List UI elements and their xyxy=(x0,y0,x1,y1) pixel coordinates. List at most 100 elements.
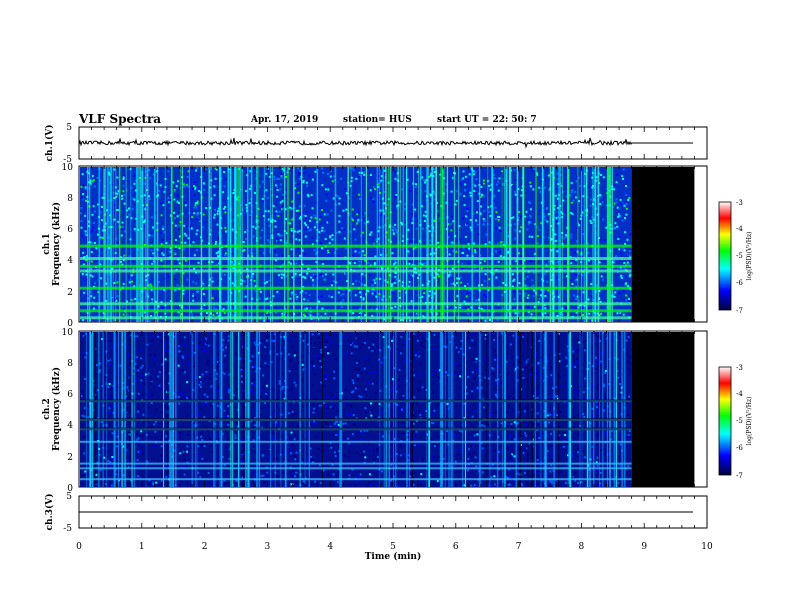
ch2-spectrogram-speckle xyxy=(110,405,113,408)
ch1-spectrogram-speckle xyxy=(327,253,330,256)
ch1-spectrogram-speckle xyxy=(377,285,380,287)
ch2-spectrogram-speckle xyxy=(433,409,436,412)
ch1-spectrogram-speckle xyxy=(418,219,421,222)
ch1-spectrogram-speckle xyxy=(246,268,249,271)
ch2-spectrogram-speckle xyxy=(355,332,358,335)
ch1-spectrogram-speckle xyxy=(623,249,626,252)
ch1-spectrogram-speckle xyxy=(622,290,625,293)
ch1-spectrogram-speckle xyxy=(101,196,104,199)
ch1-spectrogram-speckle xyxy=(540,294,542,297)
ch1-spectrogram-speckle xyxy=(392,226,394,229)
ch2-spectrogram-speckle xyxy=(534,353,537,356)
ch2-spectrogram-speckle xyxy=(627,336,630,339)
ch1-spectrogram-speckle xyxy=(369,174,372,176)
ch1-spectrogram-speckle xyxy=(599,239,602,241)
ch1-spectrogram-speckle xyxy=(354,250,357,253)
ch1-spectrogram-speckle xyxy=(529,185,532,188)
ch2-spectrogram-speckle xyxy=(558,376,561,379)
ch2-spectrogram-speckle xyxy=(311,458,314,461)
ch1-spectrogram-speckle xyxy=(555,220,558,223)
ch1-spectrogram-speckle xyxy=(520,194,523,197)
ch2-spectrogram-speckle xyxy=(437,456,440,459)
ch1-spectrogram-speckle xyxy=(537,301,540,304)
ch2-spectrogram-speckle xyxy=(336,409,339,412)
ch2-spectrogram-speckle xyxy=(173,359,176,362)
ch1-spectrogram-speckle xyxy=(162,228,165,231)
ch1-spectrogram-speckle xyxy=(618,215,621,218)
ch2-spectrogram-speckle xyxy=(330,406,332,409)
ch1-spectrogram-speckle xyxy=(126,313,129,316)
ch1-spectrogram-speckle xyxy=(133,198,136,201)
ch2-spectrogram-speckle xyxy=(311,421,313,424)
ch2-spectrogram-speckle xyxy=(148,406,151,409)
ch1-spectrogram-speckle xyxy=(569,248,572,251)
ch2-spectrogram-speckle xyxy=(361,431,364,434)
ch1-spectrogram-speckle xyxy=(574,191,577,194)
ch2-spectrogram-speckle xyxy=(596,406,598,409)
ch1-spectrogram-speckle xyxy=(193,268,196,270)
ch1-spectrogram-speckle xyxy=(450,222,453,225)
ch2-spectrogram-speckle xyxy=(145,468,148,471)
ch1-spectrogram-speckle xyxy=(264,298,267,301)
ch2-spectrogram-speckle xyxy=(306,460,309,463)
ch1-spectrogram-speckle xyxy=(537,209,540,212)
ch2-spectrogram-speckle xyxy=(536,361,539,364)
ch1-spectrogram-speckle xyxy=(495,250,498,253)
ch2-spectrogram-speckle xyxy=(482,390,485,393)
ch2-spectrogram-speckle xyxy=(201,373,204,376)
ch1-spectrogram-speckle xyxy=(479,213,482,216)
ch1-spectrogram-speckle xyxy=(305,216,307,219)
ch2-spectrogram-speckle xyxy=(470,434,473,437)
ch1-spectrogram-speckle xyxy=(404,297,407,300)
ch1-spectrogram-speckle xyxy=(371,292,374,295)
ch2-spectrogram-speckle xyxy=(368,346,371,349)
ch1-spectrogram-speckle xyxy=(461,252,464,254)
ch2-spectrogram-speckle xyxy=(535,456,538,459)
ch1-spectrogram-speckle xyxy=(494,206,497,209)
ch2-spectrogram-speckle xyxy=(454,460,457,463)
ch2-spectrogram-speckle xyxy=(182,356,185,359)
ch2-spectrogram-speckle xyxy=(491,463,494,466)
ch1-spectrogram-speckle xyxy=(459,276,462,279)
ch2-spectrogram-speckle xyxy=(227,335,230,338)
ch2-spectrogram-speckle xyxy=(119,473,122,476)
ch1-spectrogram-speckle xyxy=(437,275,440,278)
ch1-spectrogram-speckle xyxy=(132,299,135,302)
ch1-spectrogram-speckle xyxy=(160,301,163,304)
ch2-spectrogram-speckle xyxy=(150,382,153,385)
ch1-spectrogram-speckle xyxy=(541,207,544,210)
ch1-spectrogram-speckle xyxy=(578,224,581,227)
ch1-spectrogram-speckle xyxy=(294,274,297,277)
ch2-spectrogram-speckle xyxy=(270,360,273,363)
ch1-spectrogram-speckle xyxy=(544,272,547,275)
ch1-spectrogram-speckle xyxy=(356,222,358,225)
ch2-spectrogram-speckle xyxy=(561,431,564,434)
ch2-spectrogram-speckle xyxy=(201,439,204,442)
ch2-spectrogram-speckle xyxy=(513,397,516,400)
ch1-spectrogram-speckle xyxy=(183,184,186,187)
ch2-spectrogram-speckle xyxy=(235,479,238,482)
ch1-spectrogram-speckle xyxy=(430,293,432,296)
ch1-spectrogram-speckle xyxy=(306,193,309,196)
ch2-spectrogram-speckle xyxy=(250,388,253,391)
ch1-spectrogram-speckle xyxy=(131,274,133,277)
ch1-spectrogram-speckle xyxy=(319,273,322,276)
ch1-spectrogram-speckle xyxy=(279,239,282,242)
ch2-spectrogram-speckle xyxy=(334,451,336,454)
ch1-spectrogram-speckle xyxy=(529,221,532,224)
ch2-spectrogram-speckle xyxy=(86,455,88,458)
ch1-spectrogram-speckle xyxy=(437,241,440,244)
ch1-spectrogram-speckle xyxy=(113,168,116,171)
ch1-spectrogram-speckle xyxy=(449,276,452,279)
ch1-spectrogram-speckle xyxy=(416,312,419,315)
ch2-spectrogram-speckle xyxy=(83,464,86,467)
ch2-spectrogram-speckle xyxy=(101,473,104,476)
ch2-spectrogram-speckle xyxy=(140,374,143,377)
ch1-spectrogram-speckle xyxy=(285,313,288,316)
ch2-spectrogram-speckle xyxy=(508,483,511,486)
ch1-spectrogram-speckle xyxy=(427,294,430,297)
ch1-spectrogram-speckle xyxy=(114,319,117,321)
ch2-spectrogram-speckle xyxy=(367,381,370,384)
ch1-spectrogram-speckle xyxy=(513,190,516,193)
ch1-spectrogram-speckle xyxy=(362,250,364,253)
